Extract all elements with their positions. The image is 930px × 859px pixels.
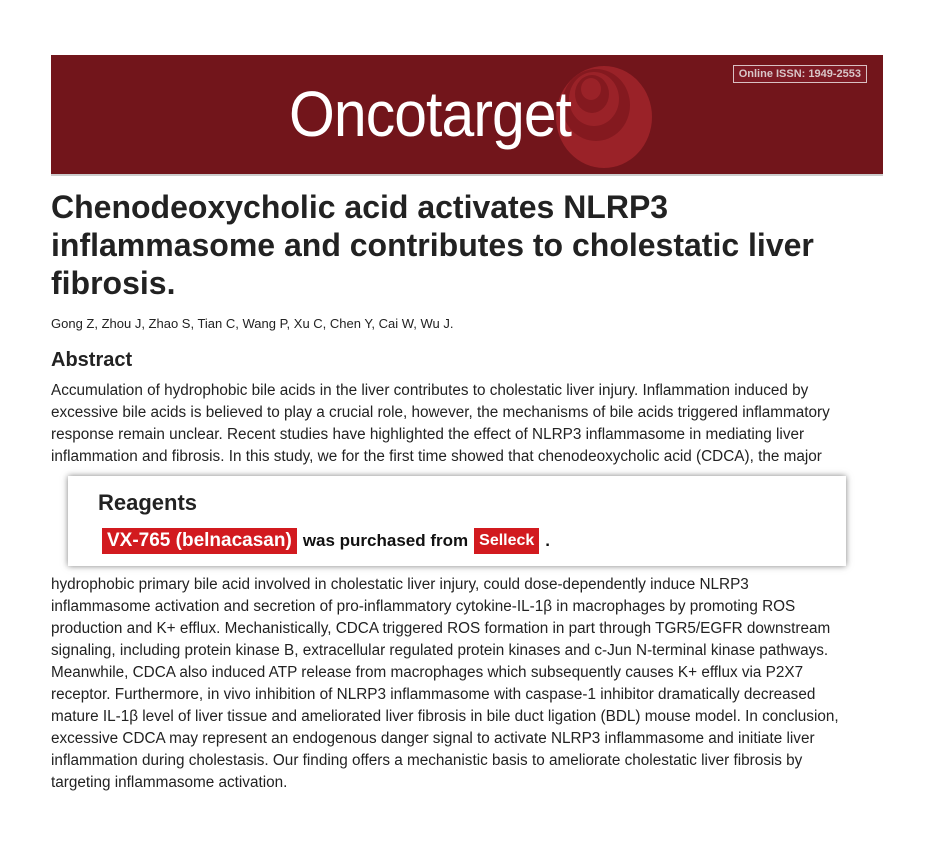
supplier-link[interactable]: Selleck bbox=[474, 528, 540, 554]
journal-banner: Oncotarget Online ISSN: 1949-2553 bbox=[51, 55, 883, 176]
journal-logo[interactable]: Oncotarget bbox=[289, 78, 572, 150]
reagents-callout: Reagents VX-765 (belnacasan) was purchas… bbox=[68, 476, 846, 566]
abstract-line: response remain unclear. Recent studies … bbox=[51, 426, 805, 443]
issn-badge: Online ISSN: 1949-2553 bbox=[732, 65, 867, 83]
abstract-line: Accumulation of hydrophobic bile acids i… bbox=[51, 382, 809, 399]
abstract-line: receptor. Furthermore, in vivo inhibitio… bbox=[51, 686, 816, 703]
reagents-heading: Reagents bbox=[98, 490, 198, 515]
abstract-line: hydrophobic primary bile acid involved i… bbox=[51, 576, 749, 593]
abstract-line: Meanwhile, CDCA also induced ATP release… bbox=[51, 664, 804, 681]
reagent-text: was purchased from bbox=[302, 531, 469, 550]
abstract-line: production and K+ efflux. Mechanisticall… bbox=[51, 620, 831, 637]
author-list: Gong Z, Zhou J, Zhao S, Tian C, Wang P, … bbox=[51, 316, 454, 331]
abstract-line: excessive bile acids is believed to play… bbox=[51, 404, 830, 421]
compound-link[interactable]: VX-765 (belnacasan) bbox=[102, 528, 297, 554]
abstract-text-part-1: Accumulation of hydrophobic bile acids i… bbox=[51, 380, 891, 468]
article-body: Chenodeoxycholic acid activates NLRP3 in… bbox=[51, 188, 891, 794]
abstract-line: inflammasome activation and secretion of… bbox=[51, 598, 796, 615]
abstract-line: excessive CDCA may represent an endogeno… bbox=[51, 730, 815, 747]
abstract-line: inflammation and fibrosis. In this study… bbox=[51, 448, 822, 465]
reagent-line: VX-765 (belnacasan) was purchased from S… bbox=[102, 528, 550, 554]
abstract-line: targeting inflammasome activation. bbox=[51, 774, 288, 791]
abstract-line: mature IL-1β level of liver tissue and a… bbox=[51, 708, 839, 725]
abstract-line: inflammation during cholestasis. Our fin… bbox=[51, 752, 803, 769]
abstract-text-part-2: hydrophobic primary bile acid involved i… bbox=[51, 574, 891, 794]
reagent-period: . bbox=[545, 531, 551, 550]
abstract-line: signaling, including protein kinase B, e… bbox=[51, 642, 829, 659]
abstract-heading: Abstract bbox=[51, 349, 133, 371]
logo-swirl-icon bbox=[556, 66, 652, 168]
article-title: Chenodeoxycholic acid activates NLRP3 in… bbox=[51, 189, 814, 301]
